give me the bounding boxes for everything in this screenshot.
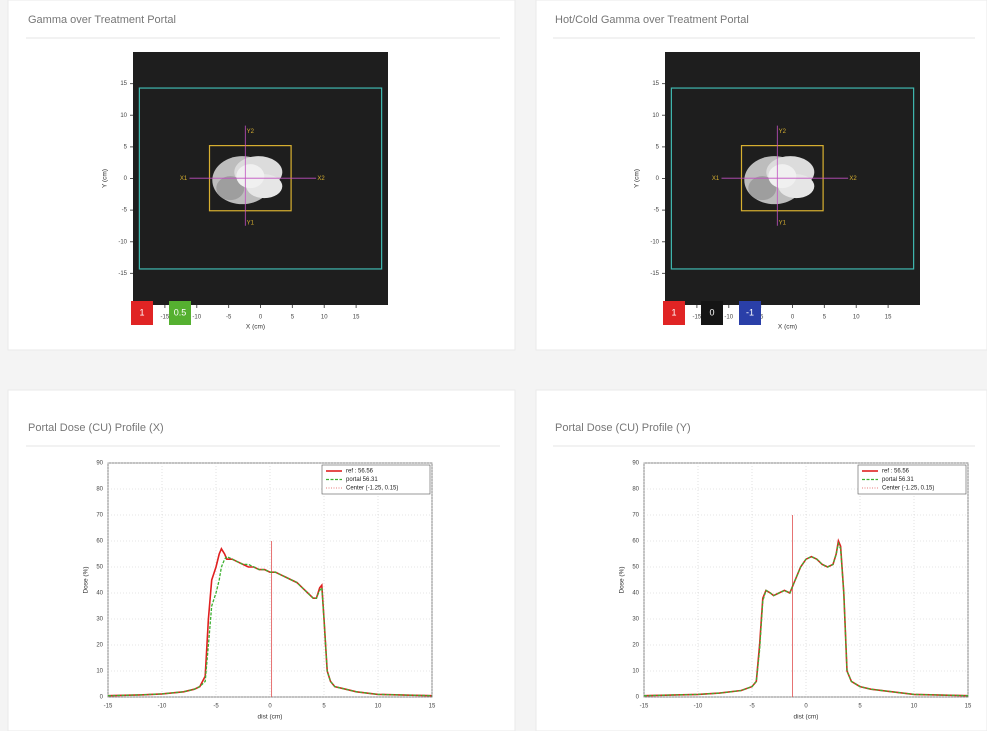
scale-label: -1: [746, 307, 754, 317]
x-tick-label: 10: [911, 704, 918, 710]
x-tick-label: -15: [104, 704, 113, 710]
y-tick-label: 20: [632, 643, 639, 649]
y-tick-label: 30: [632, 617, 639, 623]
y-tick-label: 50: [632, 565, 639, 571]
x-tick-label: -10: [724, 315, 733, 321]
x-tick-label: -5: [749, 704, 755, 710]
jaw-label: X1: [712, 176, 720, 182]
scale-label: 0: [709, 307, 714, 317]
y-tick-label: 70: [96, 513, 103, 519]
x-tick-label: 10: [321, 315, 328, 321]
x-tick-label: -5: [213, 704, 219, 710]
x-tick-label: 10: [853, 315, 860, 321]
y-tick-label: 90: [96, 461, 103, 467]
legend-label: ref : 56.56: [882, 469, 910, 475]
y-tick-label: 15: [652, 81, 659, 87]
x-axis-label: dist (cm): [258, 714, 283, 721]
x-tick-label: 10: [375, 704, 382, 710]
y-tick-label: -15: [650, 271, 659, 277]
x-tick-label: 15: [965, 704, 972, 710]
y-tick-label: 10: [96, 669, 103, 675]
card-title: Hot/Cold Gamma over Treatment Portal: [555, 14, 749, 26]
x-tick-label: 15: [353, 315, 360, 321]
scale-label: 1: [671, 307, 676, 317]
jaw-label: Y1: [779, 220, 787, 226]
card-title: Portal Dose (CU) Profile (X): [28, 422, 164, 434]
y-tick-label: 10: [120, 113, 127, 119]
scale-label: 0.5: [174, 307, 187, 317]
legend-label: portal 56.31: [346, 477, 378, 483]
legend-label: portal 56.31: [882, 477, 914, 483]
x-tick-label: 15: [885, 315, 892, 321]
y-axis-label: Dose (%): [83, 566, 90, 593]
legend-label: ref : 56.56: [346, 469, 374, 475]
gamma-region: [236, 164, 264, 188]
y-tick-label: -5: [122, 208, 128, 214]
y-tick-label: 60: [632, 539, 639, 545]
legend-label: Center (-1.25, 0.15): [346, 486, 398, 492]
scale-label: 1: [139, 307, 144, 317]
y-tick-label: -15: [118, 271, 127, 277]
gamma-region: [768, 164, 796, 188]
y-tick-label: 40: [632, 591, 639, 597]
y-axis-label: Dose (%): [619, 566, 626, 593]
y-tick-label: 20: [96, 643, 103, 649]
jaw-label: X2: [317, 176, 325, 182]
jaw-label: X1: [180, 176, 188, 182]
y-tick-label: 80: [96, 487, 103, 493]
x-tick-label: -10: [694, 704, 703, 710]
y-tick-label: 10: [652, 113, 659, 119]
y-tick-label: 10: [632, 669, 639, 675]
y-tick-label: 50: [96, 565, 103, 571]
y-tick-label: 40: [96, 591, 103, 597]
x-axis-label: X (cm): [778, 324, 797, 331]
y-axis-label: Y (cm): [634, 169, 641, 188]
dashboard: Gamma over Treatment Portal X1 X2 Y1 Y2 -15 -1…: [0, 0, 987, 731]
card-title: Portal Dose (CU) Profile (Y): [555, 422, 691, 434]
jaw-label: Y2: [247, 129, 255, 135]
x-tick-label: -15: [640, 704, 649, 710]
x-tick-label: -5: [226, 315, 232, 321]
x-tick-label: -10: [158, 704, 167, 710]
y-tick-label: 15: [120, 81, 127, 87]
y-tick-label: 70: [632, 513, 639, 519]
y-tick-label: -5: [654, 208, 660, 214]
y-axis-label: Y (cm): [102, 169, 109, 188]
y-tick-label: 80: [632, 487, 639, 493]
x-axis-label: X (cm): [246, 324, 265, 331]
x-tick-label: -15: [693, 315, 702, 321]
y-tick-label: 90: [632, 461, 639, 467]
y-tick-label: 60: [96, 539, 103, 545]
jaw-label: Y1: [247, 220, 255, 226]
card-title: Gamma over Treatment Portal: [28, 14, 176, 26]
y-tick-label: 30: [96, 617, 103, 623]
x-tick-label: -10: [192, 315, 201, 321]
x-axis-label: dist (cm): [794, 714, 819, 721]
x-tick-label: -15: [161, 315, 170, 321]
y-tick-label: -10: [118, 239, 127, 245]
jaw-label: Y2: [779, 129, 787, 135]
jaw-label: X2: [849, 176, 857, 182]
legend-label: Center (-1.25, 0.15): [882, 486, 934, 492]
x-tick-label: 15: [429, 704, 436, 710]
y-tick-label: -10: [650, 239, 659, 245]
